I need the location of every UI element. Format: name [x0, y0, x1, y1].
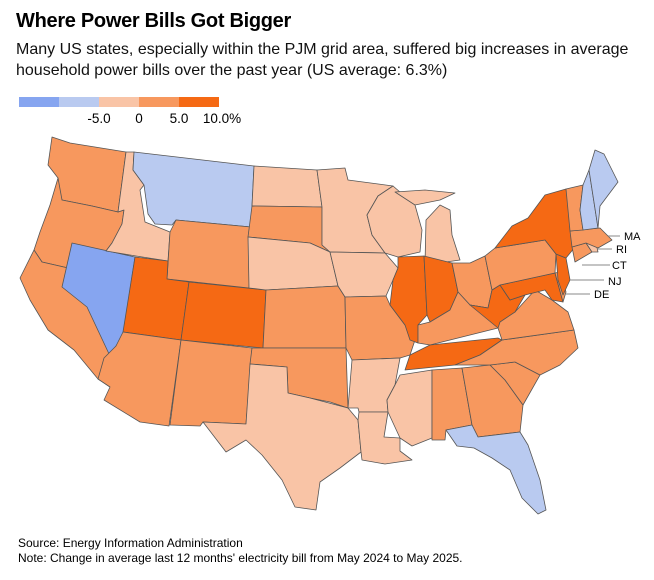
state-nm — [169, 339, 253, 427]
legend-tick-label: 10.0% — [202, 111, 242, 126]
legend-swatch — [99, 97, 139, 107]
color-legend: -5.0 0 5.0 10.0% — [19, 97, 241, 126]
state-co — [180, 281, 267, 349]
state-label-de: DE — [594, 289, 609, 301]
state-la — [357, 411, 413, 465]
legend-tick-labels: -5.0 0 5.0 10.0% — [19, 107, 241, 126]
legend-color-bar — [19, 97, 219, 107]
state-label-ma: MA — [624, 231, 641, 243]
state-me — [588, 149, 619, 229]
legend-tick-label: 0 — [135, 111, 143, 126]
chart-title: Where Power Bills Got Bigger — [16, 10, 291, 32]
state-mi — [394, 189, 461, 266]
state-wy — [166, 219, 252, 289]
state-mo — [344, 295, 416, 361]
state-wi — [366, 185, 423, 258]
source-note: Source: Energy Information Administratio… — [18, 536, 243, 550]
state-ks — [262, 285, 347, 349]
state-label-ri: RI — [616, 244, 627, 256]
state-ma — [569, 227, 613, 249]
chart-footer: Source: Energy Information Administratio… — [18, 536, 463, 565]
state-tx — [202, 363, 362, 511]
legend-swatch — [139, 97, 179, 107]
legend-tick-label: -5.0 — [87, 111, 111, 126]
state-label-ct: CT — [612, 260, 627, 272]
legend-swatch — [19, 97, 59, 107]
state-az — [97, 331, 182, 427]
state-nh — [579, 169, 599, 231]
state-fl — [445, 424, 547, 515]
state-nd — [251, 165, 323, 208]
state-ky — [417, 291, 499, 346]
state-label-nj: NJ — [608, 276, 621, 288]
state-mt — [132, 151, 255, 228]
methodology-note: Note: Change in average last 12 months' … — [18, 550, 463, 565]
legend-tick-label: 5.0 — [169, 111, 189, 126]
legend-swatch — [59, 97, 99, 107]
legend-swatch — [179, 97, 219, 107]
chart-subtitle: Many US states, especially within the PJ… — [16, 41, 629, 79]
state-va — [487, 289, 575, 341]
state-ia — [329, 251, 399, 298]
